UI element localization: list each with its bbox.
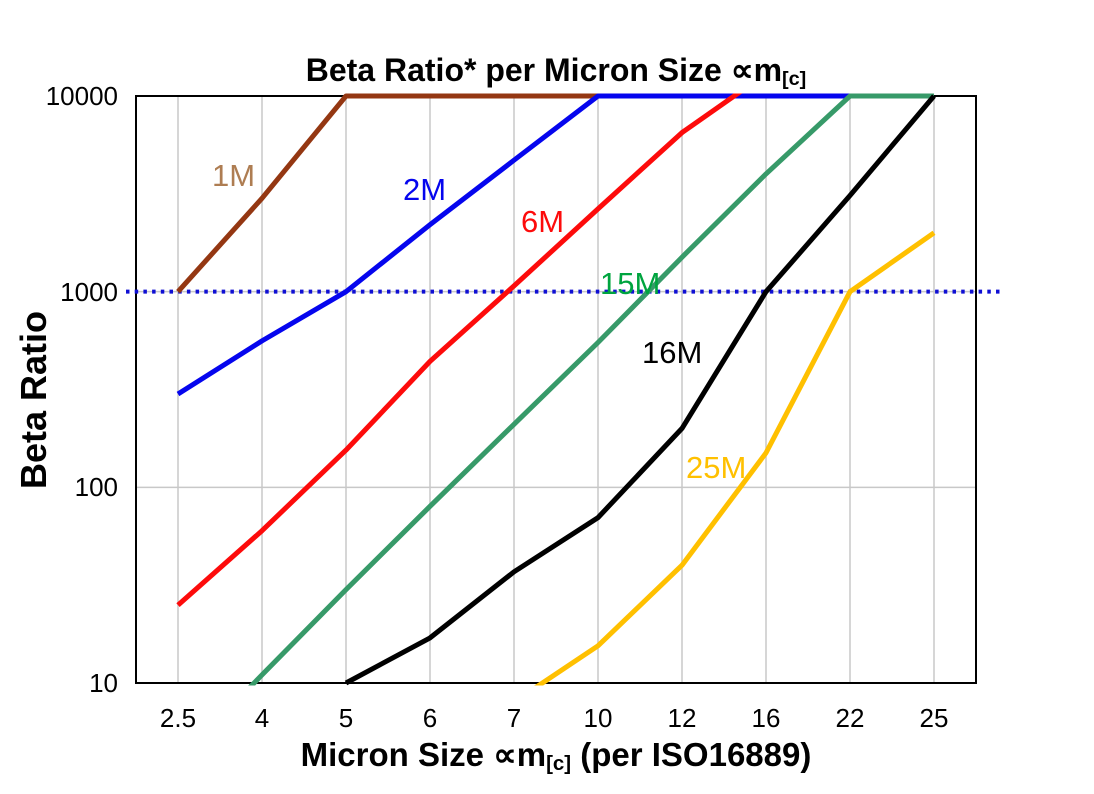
x-tick-label: 4 [254,703,270,733]
x-tick-label: 5 [338,703,354,733]
chart-title-subscript: [c] [782,67,807,90]
x-tick-label: 6 [422,703,438,733]
series-label-1M: 1M [212,158,256,193]
chart-title-text: Beta Ratio* per Micron Size ∝m [305,52,783,88]
x-tick-label: 2.5 [159,703,197,733]
y-tick-label: 10000 [45,81,118,111]
series-label-15M: 15M [600,266,661,301]
series-label-16M: 16M [642,335,703,370]
x-tick-label: 7 [506,703,522,733]
series-label-25M: 25M [686,450,747,485]
series-line-25M [534,230,936,686]
y-tick-label: 1000 [60,276,118,307]
series-label-2M: 2M [403,172,447,207]
x-tick-label: 10 [583,703,613,733]
x-tick-label: 22 [835,703,865,733]
x-tick-label: 25 [919,703,949,733]
x-tick-label: 12 [667,703,697,733]
series-line-15M [248,93,934,686]
x-axis-title-text: Micron Size ∝m [300,736,547,773]
x-axis-title-subscript: [c] [546,751,572,775]
chart-title: Beta Ratio* per Micron Size ∝m[c] [136,50,976,95]
series-line-2M [176,93,934,397]
x-axis-title: Micron Size ∝m[c] (per ISO16889) [136,735,976,780]
y-tick-label: 10 [89,668,118,698]
y-tick-label: 100 [74,472,118,503]
series-line-1M [176,93,598,294]
x-tick-label: 16 [751,703,781,733]
x-axis-title-suffix: (per ISO16889) [571,736,812,773]
series-line-16M [344,94,936,686]
series-label-6M: 6M [521,204,565,239]
series-line-6M [176,93,743,607]
